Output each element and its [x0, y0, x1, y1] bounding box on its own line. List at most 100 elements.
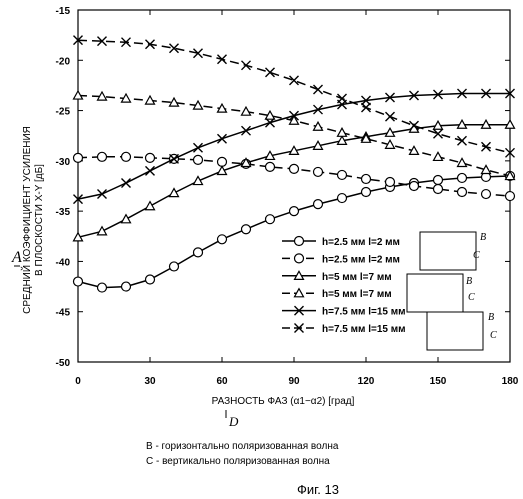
legend-note-3: B: [466, 276, 472, 287]
series-4-point: [170, 98, 179, 106]
legend-diagram-box-3: [427, 312, 483, 350]
x-axis-letter: D: [228, 414, 239, 429]
y-tick-label: -25: [56, 107, 71, 118]
series-2-point: [194, 155, 203, 164]
legend-label-3: h=5 мм l=7 мм: [322, 272, 392, 283]
legend-note-6: C: [490, 330, 497, 341]
series-2-line: [78, 157, 510, 196]
legend-label-1: h=2.5 мм l=2 мм: [322, 237, 400, 248]
legend-label-5: h=7.5 мм l=15 мм: [322, 307, 406, 318]
series-1-point: [266, 215, 275, 224]
series-5-point: [242, 126, 251, 135]
series-2-point: [482, 190, 491, 199]
y-tick-label: -45: [56, 308, 71, 319]
series-4-point: [434, 152, 443, 160]
series-3-point: [146, 202, 155, 210]
y-tick-label: -40: [56, 257, 71, 268]
y-axis-label-line2: В ПЛОСКОСТИ X-Y [дБ]: [34, 164, 45, 276]
legend-diagram-box-1: [420, 232, 476, 270]
series-2-point: [434, 185, 443, 194]
series-6-point: [482, 142, 491, 151]
series-1-point: [122, 282, 131, 291]
x-tick-label: 120: [358, 376, 375, 387]
series-2-point: [74, 153, 83, 162]
series-6-point: [218, 55, 227, 64]
y-axis-label-line1: СРЕДНИЙ КОЭФФИЦИЕНТ УСИЛЕНИЯ: [20, 126, 33, 314]
series-1-point: [290, 207, 299, 216]
series-2-point: [314, 167, 323, 176]
series-2-point: [506, 192, 515, 201]
caption-b: B - горизонтально поляризованная волна: [146, 441, 338, 452]
series-6-point: [338, 94, 347, 103]
legend-diagram-box-2: [407, 274, 463, 312]
series-2-point: [338, 170, 347, 179]
series-4-point: [338, 128, 347, 136]
x-tick-label: 30: [144, 376, 156, 387]
series-2-point: [290, 164, 299, 173]
series-5-point: [194, 143, 203, 152]
series-2-point: [146, 153, 155, 162]
legend-label-4: h=5 мм l=7 мм: [322, 289, 392, 300]
legend-label-2: h=2.5 мм l=2 мм: [322, 254, 400, 265]
series-3-line: [78, 125, 510, 238]
legend-label-6: h=7.5 мм l=15 мм: [322, 324, 406, 335]
legend-marker-1: [295, 237, 304, 246]
series-6-point: [266, 68, 275, 77]
series-4-point: [458, 158, 467, 166]
series-1-point: [362, 188, 371, 197]
series-1-point: [338, 194, 347, 203]
series-1-point: [98, 283, 107, 292]
x-tick-label: 180: [502, 376, 519, 387]
series-6: [74, 36, 515, 158]
series-2-point: [362, 174, 371, 183]
series-6-point: [386, 112, 395, 121]
legend-note-1: B: [480, 232, 486, 243]
x-tick-label: 60: [216, 376, 228, 387]
series-1-point: [458, 173, 467, 182]
series-6-line: [78, 40, 510, 153]
series-1-point: [146, 275, 155, 284]
series-1-point: [74, 277, 83, 286]
series-3: [74, 120, 515, 241]
series-2-point: [410, 182, 419, 191]
series-3-point: [122, 215, 131, 223]
y-tick-label: -35: [56, 207, 71, 218]
y-tick-label: -50: [56, 358, 71, 369]
series-6-point: [362, 103, 371, 112]
series-2-point: [266, 162, 275, 171]
series-6-point: [242, 61, 251, 70]
series-1-point: [218, 235, 227, 244]
legend-note-4: C: [468, 292, 475, 303]
series-2-point: [458, 188, 467, 197]
series-5-point: [146, 166, 155, 175]
series-1-point: [314, 200, 323, 209]
x-tick-label: 150: [430, 376, 447, 387]
legend-marker-2: [295, 254, 304, 263]
x-tick-label: 90: [288, 376, 300, 387]
series-2-point: [122, 152, 131, 161]
series-1-point: [242, 225, 251, 234]
series-5-point: [218, 134, 227, 143]
series-2-point: [218, 157, 227, 166]
y-tick-label: -30: [56, 157, 71, 168]
y-axis-letter: A: [11, 249, 22, 266]
series-1-point: [194, 248, 203, 257]
series-6-point: [314, 85, 323, 94]
series-2-point: [98, 152, 107, 161]
series-1-point: [434, 175, 443, 184]
series-2-point: [386, 177, 395, 186]
series-4-point: [242, 107, 251, 115]
x-axis-label: РАЗНОСТЬ ФАЗ (α1−α2) [град]: [212, 396, 355, 407]
series-6-point: [458, 136, 467, 145]
y-tick-label: -20: [56, 56, 71, 67]
figure-label: Фиг. 13: [297, 482, 339, 497]
series-6-point: [290, 76, 299, 85]
legend: h=2.5 мм l=2 мм h=2.5 мм l=2 мм h=5 мм l=7…: [282, 232, 497, 350]
legend-note-5: B: [488, 312, 494, 323]
legend-note-2: C: [473, 250, 480, 261]
series-6-point: [434, 129, 443, 138]
series-1-point: [170, 262, 179, 271]
series-3-point: [170, 189, 179, 197]
x-tick-label: 0: [75, 376, 81, 387]
